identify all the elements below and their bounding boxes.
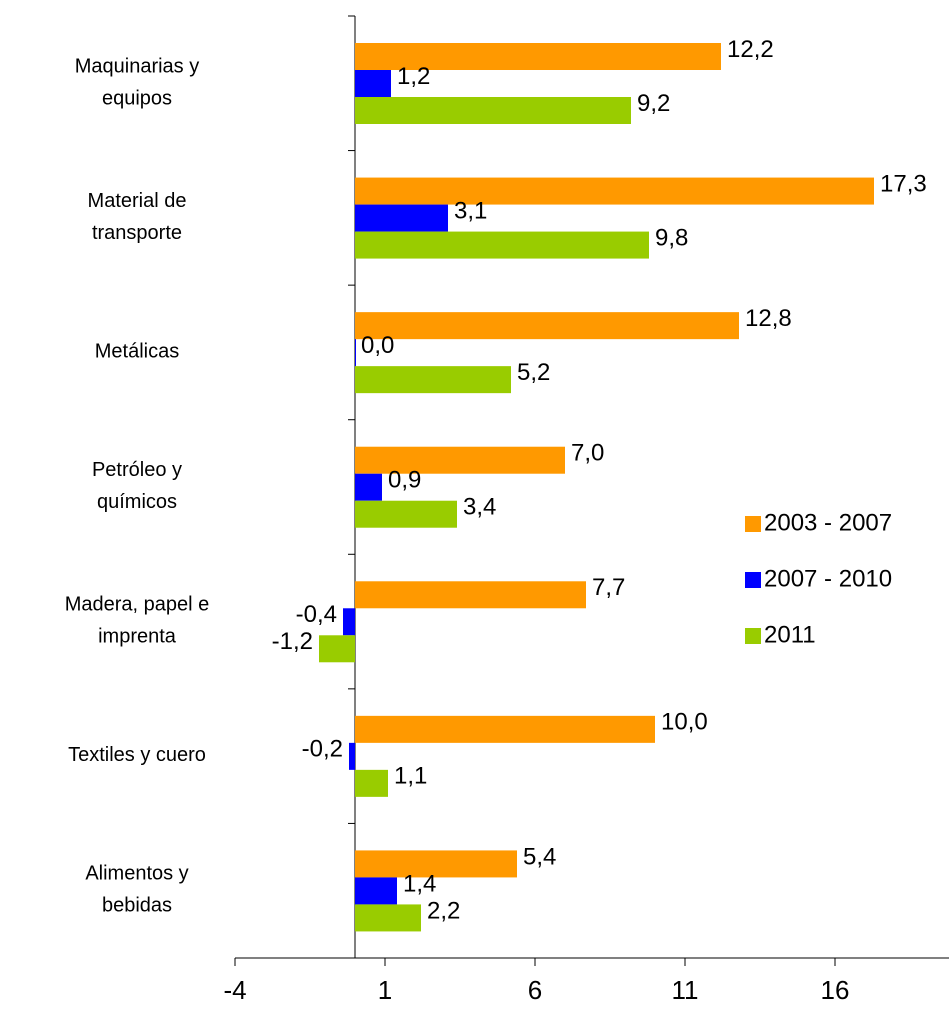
category-label: Petróleo y químicos: [92, 459, 182, 513]
value-label: 0,0: [361, 332, 394, 359]
legend-swatch: [745, 628, 761, 644]
category-label-line: bebidas: [102, 895, 172, 917]
legend-label: 2007 - 2010: [764, 565, 892, 592]
value-label: 17,3: [880, 170, 927, 197]
value-label: 1,4: [403, 870, 436, 897]
value-label: 3,4: [463, 494, 496, 521]
x-tick-label: 6: [528, 975, 542, 1005]
value-label: 1,2: [397, 63, 430, 90]
category-label-line: Petróleo y: [92, 459, 182, 481]
x-tick-label: 1: [378, 975, 392, 1005]
bar: [355, 769, 388, 797]
value-label: 9,2: [637, 90, 670, 117]
bar: [355, 850, 517, 878]
legend-label: 2011: [764, 621, 816, 648]
category-label: Alimentos y bebidas: [85, 863, 188, 917]
bar: [355, 231, 649, 259]
value-label: 5,4: [523, 843, 556, 870]
category-label-line: imprenta: [98, 626, 177, 648]
value-label: 0,9: [388, 467, 421, 494]
bar: [355, 177, 874, 205]
category-label: Metálicas: [95, 341, 179, 363]
category-label-line: Material de: [88, 190, 187, 212]
bar: [343, 608, 355, 636]
value-label: -0,4: [296, 601, 337, 628]
value-label: -0,2: [302, 736, 343, 763]
category-label-line: Alimentos y: [85, 863, 188, 885]
category-label-line: Metálicas: [95, 341, 179, 363]
x-tick-label: -4: [223, 975, 246, 1005]
bar: [355, 97, 631, 124]
bar: [355, 446, 565, 474]
value-label: 7,7: [592, 574, 625, 601]
bar: [355, 500, 457, 528]
bar: [355, 904, 421, 932]
category-label: Maquinarias y equipos: [75, 56, 200, 110]
category-label-line: químicos: [97, 491, 177, 513]
category-label-line: equipos: [102, 88, 172, 110]
bar: [355, 43, 721, 70]
value-label: 12,2: [727, 36, 774, 63]
legend-label: 2003 - 2007: [764, 509, 892, 536]
category-label-line: Madera, papel e: [65, 594, 210, 616]
bar: [319, 635, 355, 663]
bar: [355, 339, 356, 367]
legend-swatch: [745, 572, 761, 588]
value-label: 10,0: [661, 709, 708, 736]
bar: [355, 70, 391, 97]
bar: [355, 204, 448, 232]
category-label-line: Maquinarias y: [75, 56, 200, 78]
value-label: 7,0: [571, 440, 604, 467]
x-tick-label: 11: [672, 975, 699, 1005]
value-label: -1,2: [272, 628, 313, 655]
legend-swatch: [745, 516, 761, 532]
category-label: Textiles y cuero: [68, 744, 206, 766]
bar: [349, 742, 355, 770]
category-label-line: Textiles y cuero: [68, 744, 206, 766]
bar: [355, 366, 511, 394]
value-label: 3,1: [454, 197, 487, 224]
category-label: Madera, papel e imprenta: [65, 594, 210, 648]
bar: [355, 312, 739, 340]
category-label: Material de transporte: [88, 190, 187, 244]
value-label: 12,8: [745, 305, 792, 332]
value-label: 9,8: [655, 224, 688, 251]
bar: [355, 715, 655, 743]
bar: [355, 473, 382, 501]
value-label: 5,2: [517, 359, 550, 386]
bar: [355, 877, 397, 905]
bar: [355, 581, 586, 609]
x-tick-label: 16: [821, 975, 850, 1005]
value-label: 2,2: [427, 897, 460, 924]
value-label: 1,1: [394, 763, 427, 790]
category-label-line: transporte: [92, 222, 182, 244]
